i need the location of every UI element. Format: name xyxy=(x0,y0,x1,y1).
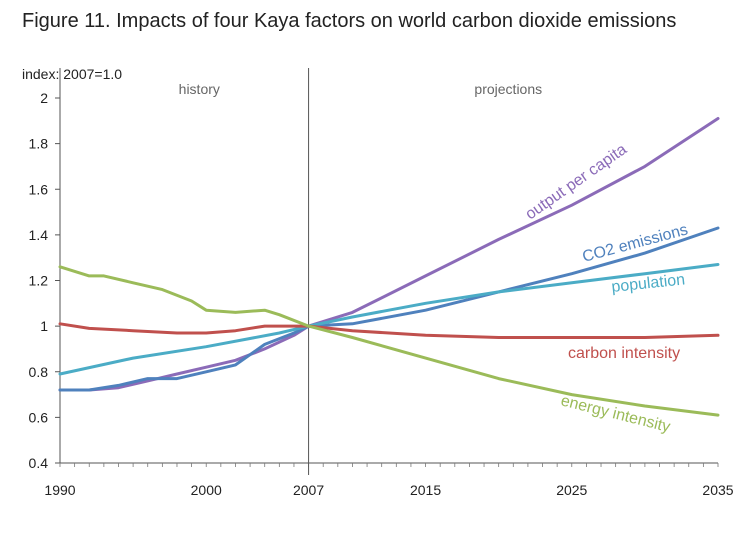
x-tick-label: 2000 xyxy=(191,482,222,498)
y-tick-label: 0.8 xyxy=(29,364,49,380)
series-line-output-per-capita xyxy=(58,117,720,392)
y-tick-label: 0.6 xyxy=(29,409,49,425)
chart-title: Figure 11. Impacts of four Kaya factors … xyxy=(22,10,677,32)
series-lines xyxy=(58,117,720,417)
y-tick-label: 1 xyxy=(40,318,48,334)
x-tick-label: 2025 xyxy=(556,482,587,498)
y-tick-label: 0.4 xyxy=(29,455,49,471)
y-tick-label: 1.2 xyxy=(29,273,49,289)
axes: 0.4 0.6 0.8 1 1.2 1.4 1.6 1.8 2 1990 2000 2007 2015 2… xyxy=(29,68,734,498)
y-tick-label: 1.4 xyxy=(29,227,49,243)
y-axis-label: index: 2007=1.0 xyxy=(22,66,123,82)
y-tick-label: 2 xyxy=(40,90,48,106)
series-label-carbon-intensity: carbon intensity xyxy=(568,345,680,362)
series-line-energy-intensity xyxy=(58,265,720,417)
y-tick-label: 1.8 xyxy=(29,136,49,152)
series-line-carbon-intensity xyxy=(58,322,720,339)
x-tick-label: 1990 xyxy=(44,482,75,498)
y-tick-label: 1.6 xyxy=(29,181,49,197)
region-label-projections: projections xyxy=(474,81,542,97)
series-line-co2-emissions xyxy=(58,226,720,392)
series-label-population: population xyxy=(611,271,686,296)
series-line-population xyxy=(58,263,720,376)
series-label-energy-intensity: energy intensity xyxy=(559,392,672,436)
x-tick-label: 2015 xyxy=(410,482,441,498)
x-tick-label: 2035 xyxy=(702,482,733,498)
region-label-history: history xyxy=(179,81,220,97)
x-tick-label: 2007 xyxy=(293,482,324,498)
